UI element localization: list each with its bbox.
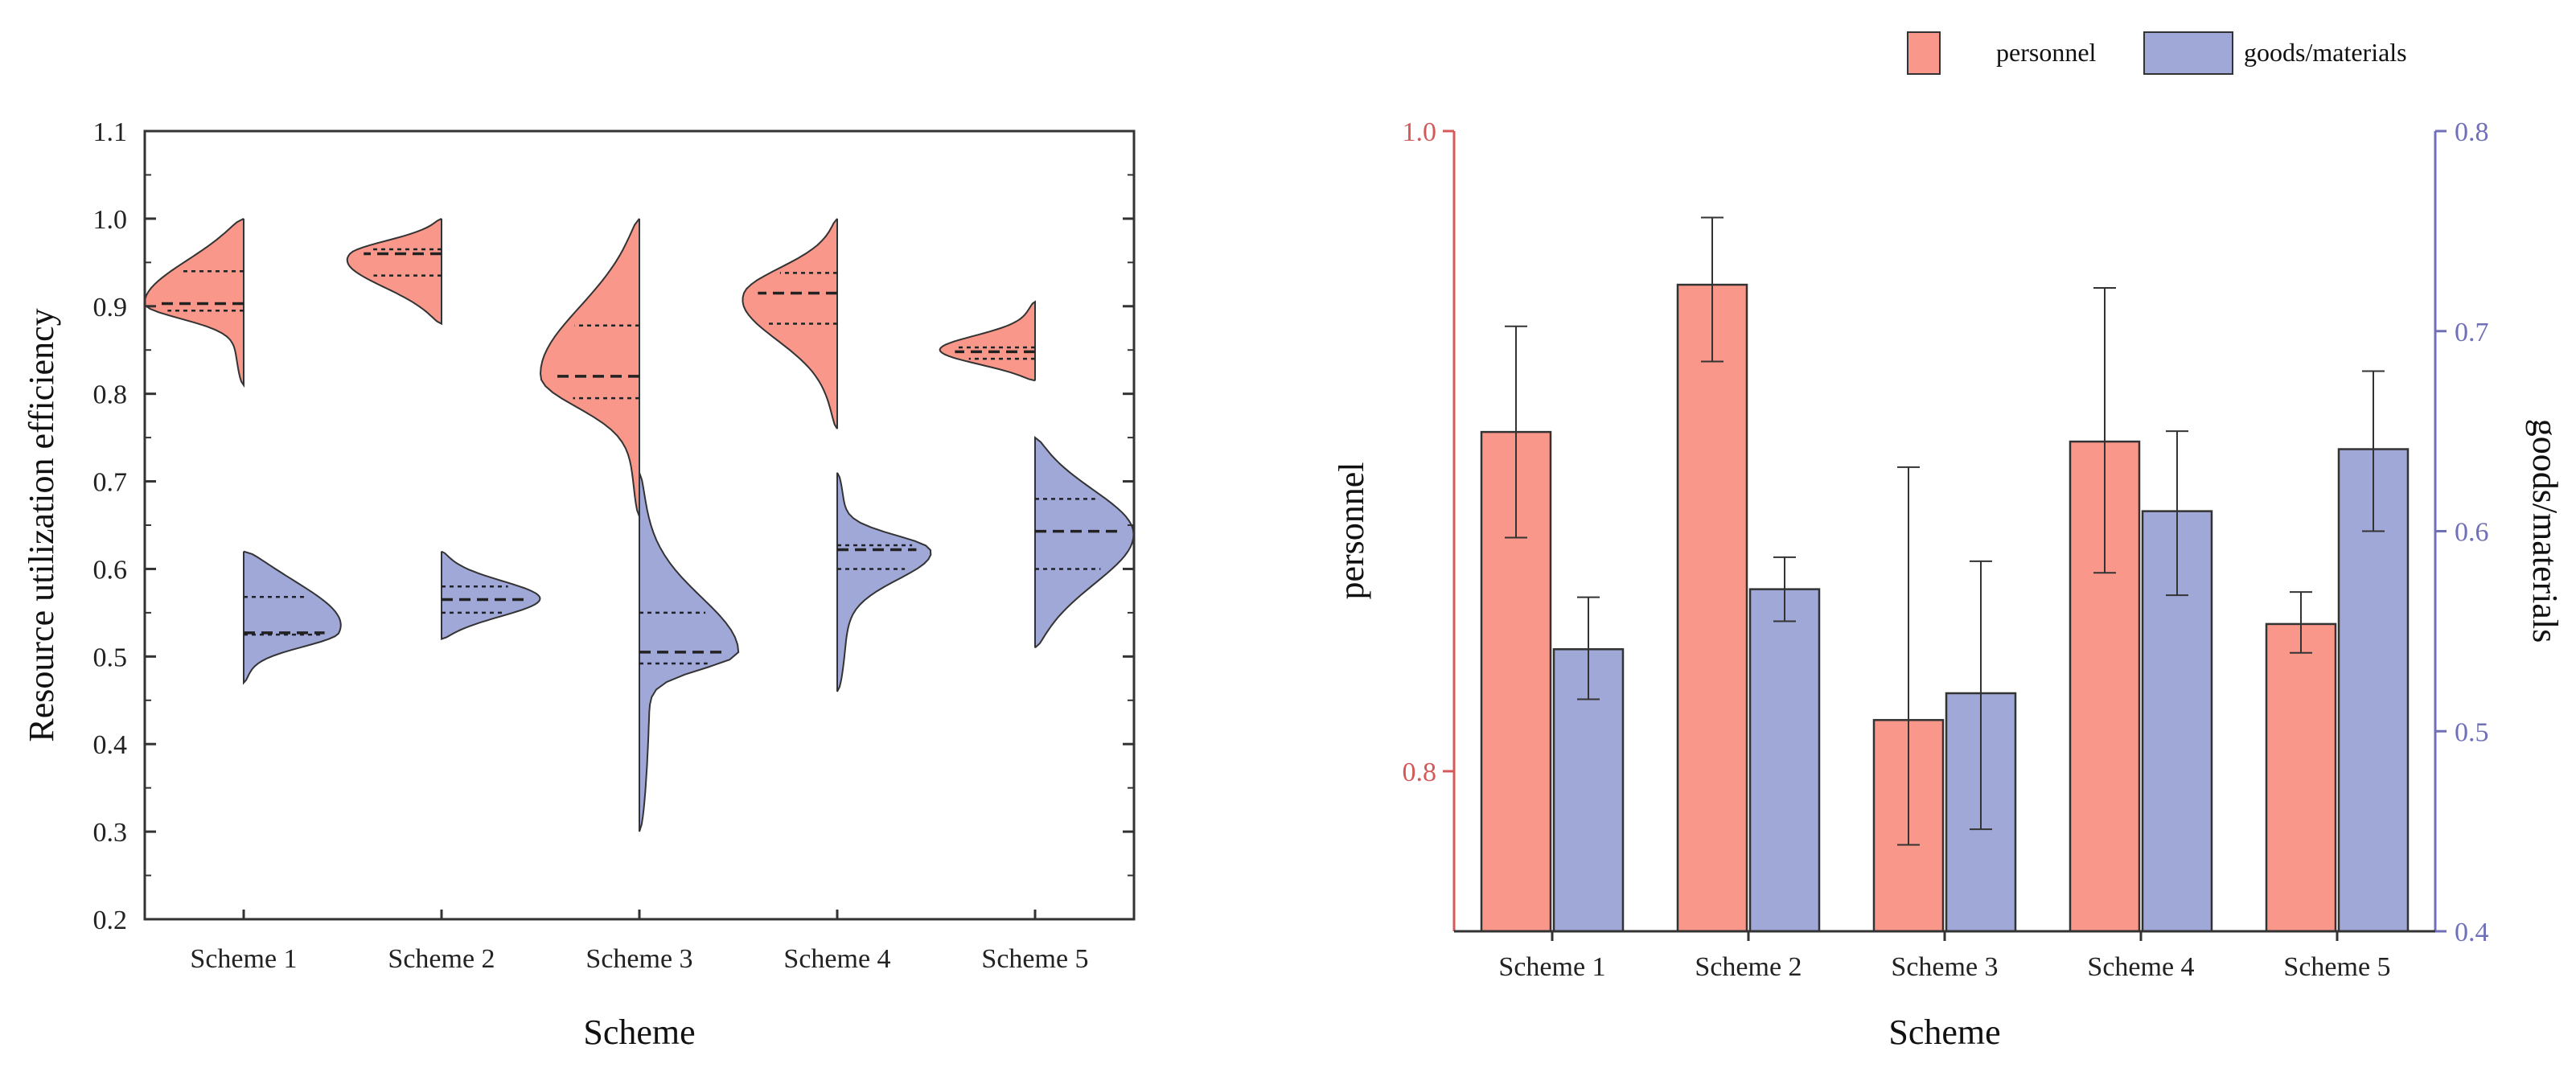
violin-quartile-lines bbox=[159, 248, 1119, 665]
bar-left-tick-label: 1.0 bbox=[1403, 117, 1437, 147]
bar-goods-2 bbox=[1748, 588, 1821, 933]
violin-personnel-4 bbox=[742, 218, 838, 429]
violin-x-tick-label: Scheme 5 bbox=[981, 944, 1088, 974]
violin-y-tick-label: 0.9 bbox=[93, 293, 128, 322]
bar-right-tick-label: 0.7 bbox=[2455, 318, 2489, 347]
bar-x-axis-title: Scheme bbox=[1888, 1013, 2000, 1052]
violin-x-tick-label: Scheme 4 bbox=[783, 944, 890, 974]
violin-y-tick-label: 0.8 bbox=[93, 380, 128, 410]
bar-left-axis-title: personnel bbox=[1332, 462, 1371, 599]
legend-label-personnel: personnel bbox=[1996, 38, 2097, 67]
violin-personnel-5 bbox=[939, 300, 1036, 382]
bar-right-tick-label: 0.5 bbox=[2455, 717, 2489, 747]
bar-x-tick-label: Scheme 4 bbox=[2087, 952, 2194, 982]
violin-x-axis-title: Scheme bbox=[583, 1013, 695, 1052]
bar-right-tick-label: 0.4 bbox=[2455, 918, 2489, 947]
violin-shapes bbox=[143, 218, 1135, 832]
bar-x-tick-label: Scheme 5 bbox=[2283, 952, 2390, 982]
legend-label-goods: goods/materials bbox=[2244, 38, 2407, 67]
violin-personnel-1 bbox=[143, 218, 244, 388]
bar-personnel-5 bbox=[2265, 622, 2337, 933]
violin-goods-2 bbox=[441, 550, 541, 641]
violin-x-ticks: Scheme 1 Scheme 2 Scheme 3 Scheme 4 Scheme 5 bbox=[190, 910, 1089, 974]
violin-y-tick-label: 0.5 bbox=[93, 643, 128, 672]
violin-y-tick-label: 1.1 bbox=[93, 117, 128, 147]
violin-y-tick-label: 0.6 bbox=[93, 555, 128, 585]
bar-right-tick-label: 0.6 bbox=[2455, 518, 2489, 548]
bar-x-tick-label: Scheme 2 bbox=[1695, 952, 1802, 982]
bar-series bbox=[1480, 283, 2410, 933]
violin-x-tick-label: Scheme 2 bbox=[388, 944, 495, 974]
violin-x-tick-label: Scheme 3 bbox=[585, 944, 692, 974]
violin-y-tick-label: 0.4 bbox=[93, 730, 128, 760]
bar-right-axis-title: goods/materials bbox=[2525, 419, 2565, 643]
violin-personnel-3 bbox=[539, 218, 640, 517]
violin-goods-5 bbox=[1034, 436, 1135, 649]
bar-chart: 0.8 1.0 0.4 0.5 0.6 0.7 0.8 Scheme 1 Scheme 2 Sch… bbox=[1332, 117, 2565, 1052]
violin-y-ticks: 0.2 0.3 0.4 0.5 0.6 0.7 0.8 0.9 1.0 1.1 bbox=[93, 117, 1134, 935]
bar-x-tick-label: Scheme 1 bbox=[1498, 952, 1605, 982]
violin-y-tick-label: 1.0 bbox=[93, 205, 128, 235]
bar-axis-ticks: 0.8 1.0 0.4 0.5 0.6 0.7 0.8 Scheme 1 Scheme 2 Sch… bbox=[1403, 117, 2489, 982]
violin-x-tick-label: Scheme 1 bbox=[190, 944, 297, 974]
violin-y-tick-label: 0.7 bbox=[93, 468, 128, 498]
violin-goods-3 bbox=[639, 472, 740, 832]
violin-y-tick-label: 0.2 bbox=[93, 906, 128, 935]
violin-personnel-2 bbox=[346, 218, 442, 326]
violin-y-axis-title: Resource utilization efficiency bbox=[22, 308, 61, 741]
violin-goods-1 bbox=[243, 550, 342, 685]
legend: personnel goods/materials bbox=[1907, 31, 2407, 75]
bar-right-tick-label: 0.8 bbox=[2455, 117, 2489, 147]
bar-left-tick-label: 0.8 bbox=[1403, 758, 1437, 787]
legend-swatch-goods bbox=[2143, 31, 2233, 75]
legend-swatch-personnel bbox=[1907, 31, 1941, 75]
violin-goods-4 bbox=[836, 472, 932, 692]
bar-x-tick-label: Scheme 3 bbox=[1891, 952, 1998, 982]
bar-error-bars bbox=[1505, 216, 2385, 846]
bar-personnel-2 bbox=[1676, 283, 1748, 933]
violin-y-tick-label: 0.3 bbox=[93, 818, 128, 848]
